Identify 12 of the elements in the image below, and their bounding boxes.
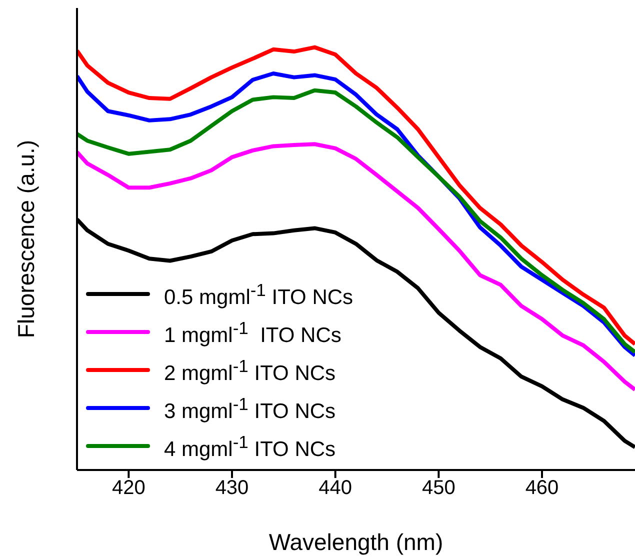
x-tick-label: 450 [422,477,456,500]
y-axis-title: Fluorescence (a.u.) [13,140,39,338]
legend-label: 1 mgml$^{-1}$ ITO NCs [164,317,342,349]
legend-label: 4 mgml$^{-1}$ ITO NCs [164,431,336,463]
x-tick-label: 460 [525,477,559,500]
x-tick-label: 430 [215,477,249,500]
legend-label: 3 mgml$^{-1}$ ITO NCs [164,393,336,425]
x-tick-label: 440 [318,477,352,500]
x-axis-title: Wavelength (nm) [268,529,444,555]
legend-label: 0.5 mgml$^{-1}$ ITO NCs [164,279,354,311]
x-tick-label: 420 [112,477,146,500]
legend-label: 2 mgml$^{-1}$ ITO NCs [164,355,336,387]
